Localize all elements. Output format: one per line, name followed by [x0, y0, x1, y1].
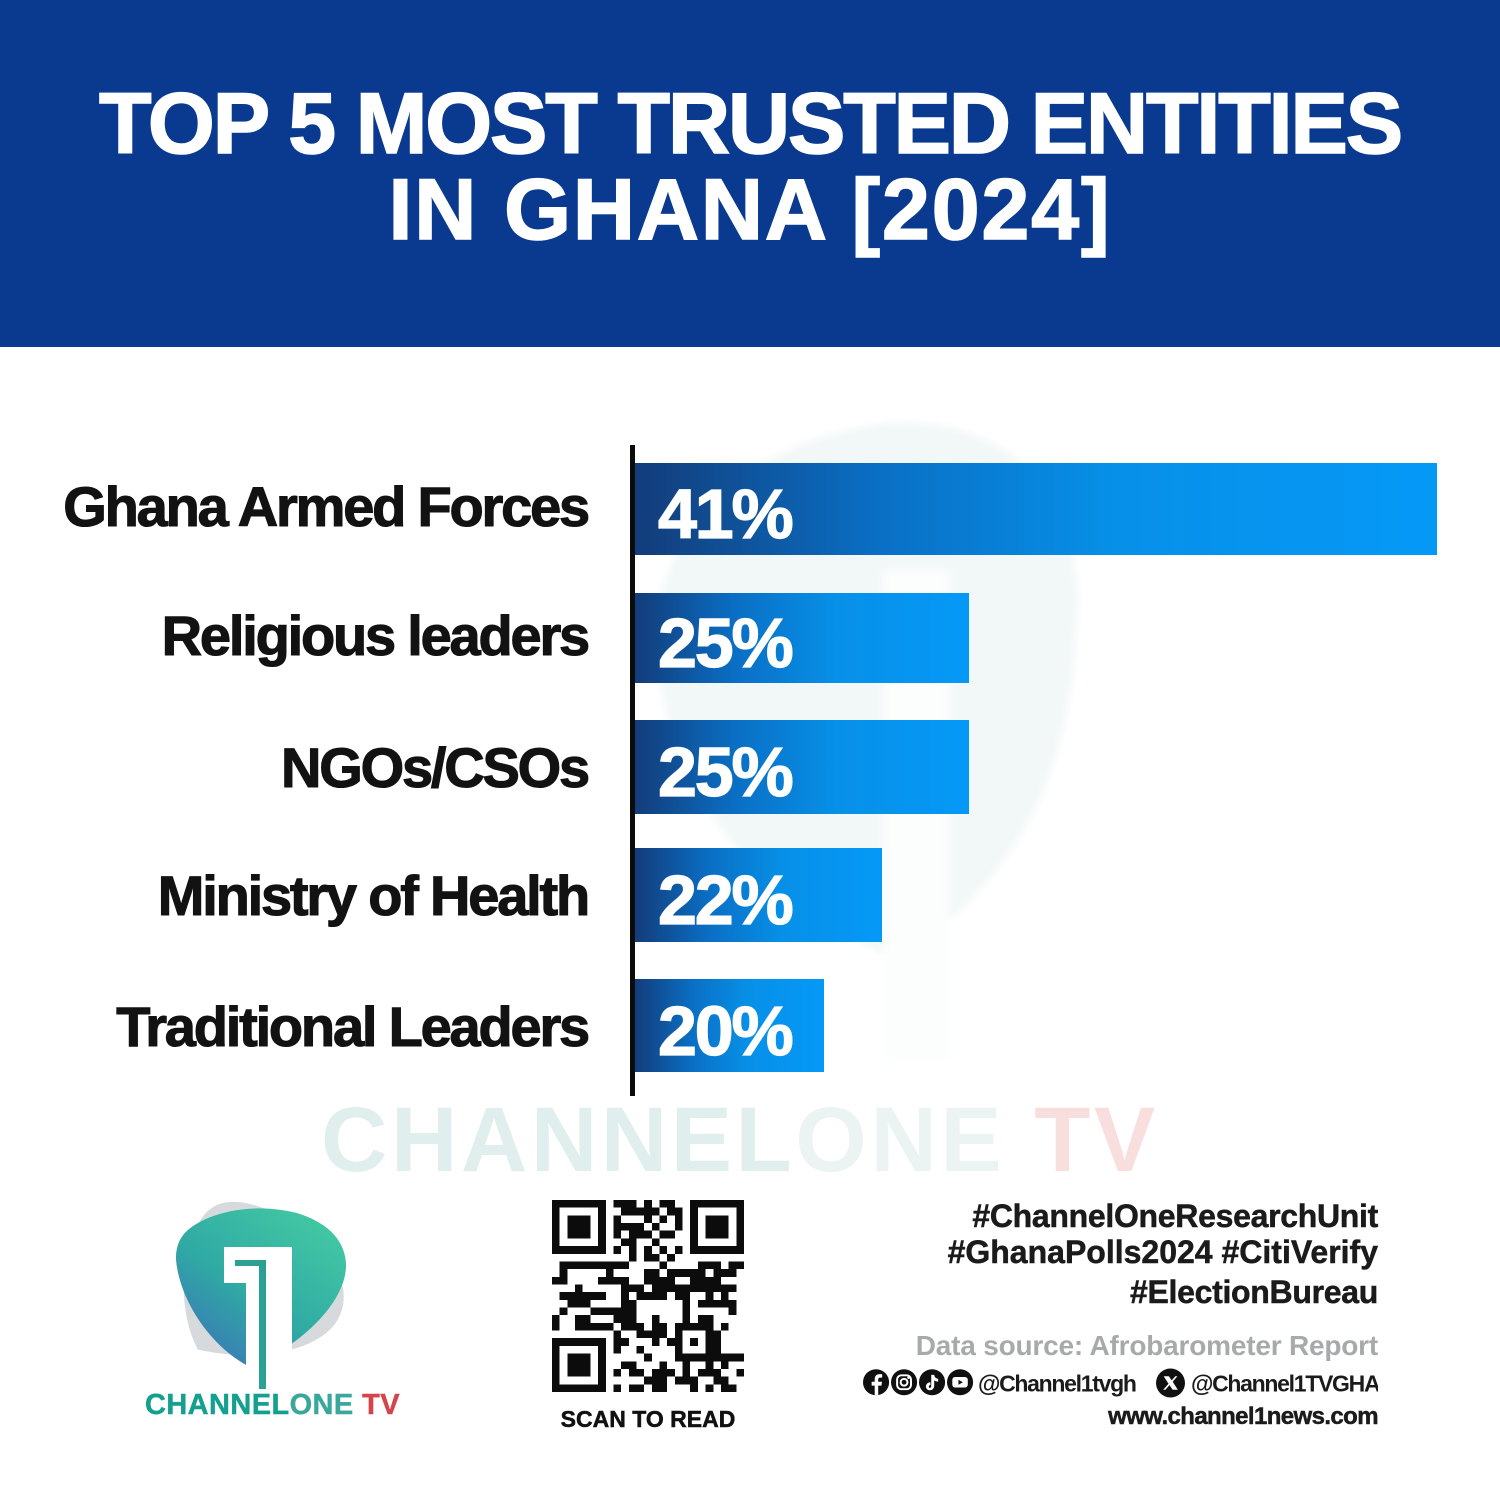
svg-text:@Channel1tvgh: @Channel1tvgh [978, 1371, 1136, 1397]
svg-text:@Channel1TVGHA: @Channel1TVGHA [1191, 1371, 1378, 1397]
